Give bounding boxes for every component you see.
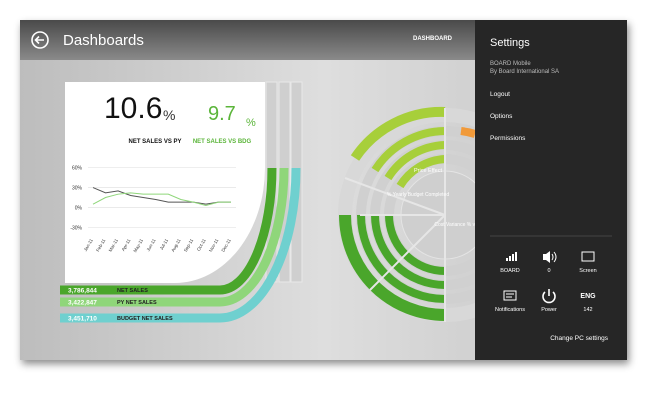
total-value: 3,786,844 [68,288,97,295]
x-tick-label: Jun-11 [146,238,157,253]
menu-item[interactable]: Options [490,113,513,120]
kpi-value: 10.6 [104,92,162,125]
tile-icon: ENG [580,293,596,300]
y-tick-label: 60% [72,166,83,172]
line-series [92,192,231,206]
x-tick-label: Sep-11 [183,238,195,253]
tile-label: 142 [583,307,592,313]
total-value: 3,422,847 [68,300,97,307]
x-tick-label: Aug-11 [170,238,182,253]
tile[interactable]: ENG 142 [580,293,596,313]
tile[interactable]: Power [541,289,557,313]
publisher: By Board International SA [490,69,559,75]
menu-item[interactable]: Logout [490,91,510,98]
tile[interactable]: 0 [543,251,557,274]
total-label: BUDGET NET SALES [117,316,173,322]
radial-label: % Yearly Budget Completed [387,192,449,198]
kpi-label: NET SALES VS PY [128,139,181,145]
tile-label: BOARD [500,268,520,274]
menu-item[interactable]: Permissions [490,135,526,142]
app-bar [20,20,475,60]
total-value: 3,451,710 [68,316,97,323]
kpi-unit: % [246,117,256,129]
settings-pane [475,20,627,360]
nav-link[interactable]: DASHBOARD [413,36,453,42]
back-button[interactable] [31,31,49,49]
kpi-label: NET SALES VS BDG [193,139,252,145]
tile[interactable]: Screen [579,251,597,274]
tile-label: Screen [579,268,596,274]
tile[interactable]: Notifications [495,290,525,313]
page-title: Dashboards [63,32,144,49]
x-tick-label: Jul-11 [159,238,170,251]
kpi-value: 9.7 [208,103,236,125]
x-tick-label: Apr-11 [121,238,132,252]
total-label: PY NET SALES [117,300,157,306]
x-tick-label: Nov-11 [208,238,220,253]
y-tick-label: 0% [75,205,83,211]
x-tick-label: Dec-11 [220,238,232,253]
settings-title: Settings [490,37,530,49]
tile[interactable]: BOARD [500,252,520,274]
x-tick-label: May-11 [132,238,144,254]
radial-label: Cost Variance % vs PY [434,222,486,228]
line-series [92,187,231,205]
tile-label: 0 [547,268,550,274]
x-tick-label: Mar-11 [108,238,120,253]
kpi-unit: % [163,107,175,123]
x-tick-label: Feb-11 [95,238,107,253]
tile-label: Notifications [495,307,525,313]
band [60,167,301,323]
line-chart: 60% 30% 0% -30% Jan-11 Feb-11 Mar-11 Apr-11 May-… [70,166,236,254]
x-tick-label: Oct-11 [196,238,207,252]
band [60,167,289,307]
y-tick-label: 30% [72,186,83,192]
band [60,167,277,295]
app-name: BOARD Mobile [490,61,531,67]
tile-label: Power [541,307,557,313]
change-pc-settings[interactable]: Change PC settings [550,335,609,342]
y-tick-label: -30% [70,225,82,231]
kpi-card [65,82,265,283]
x-tick-label: Jan-11 [83,238,94,253]
radial-label: Price Effect [414,168,442,174]
total-label: NET SALES [117,288,148,294]
